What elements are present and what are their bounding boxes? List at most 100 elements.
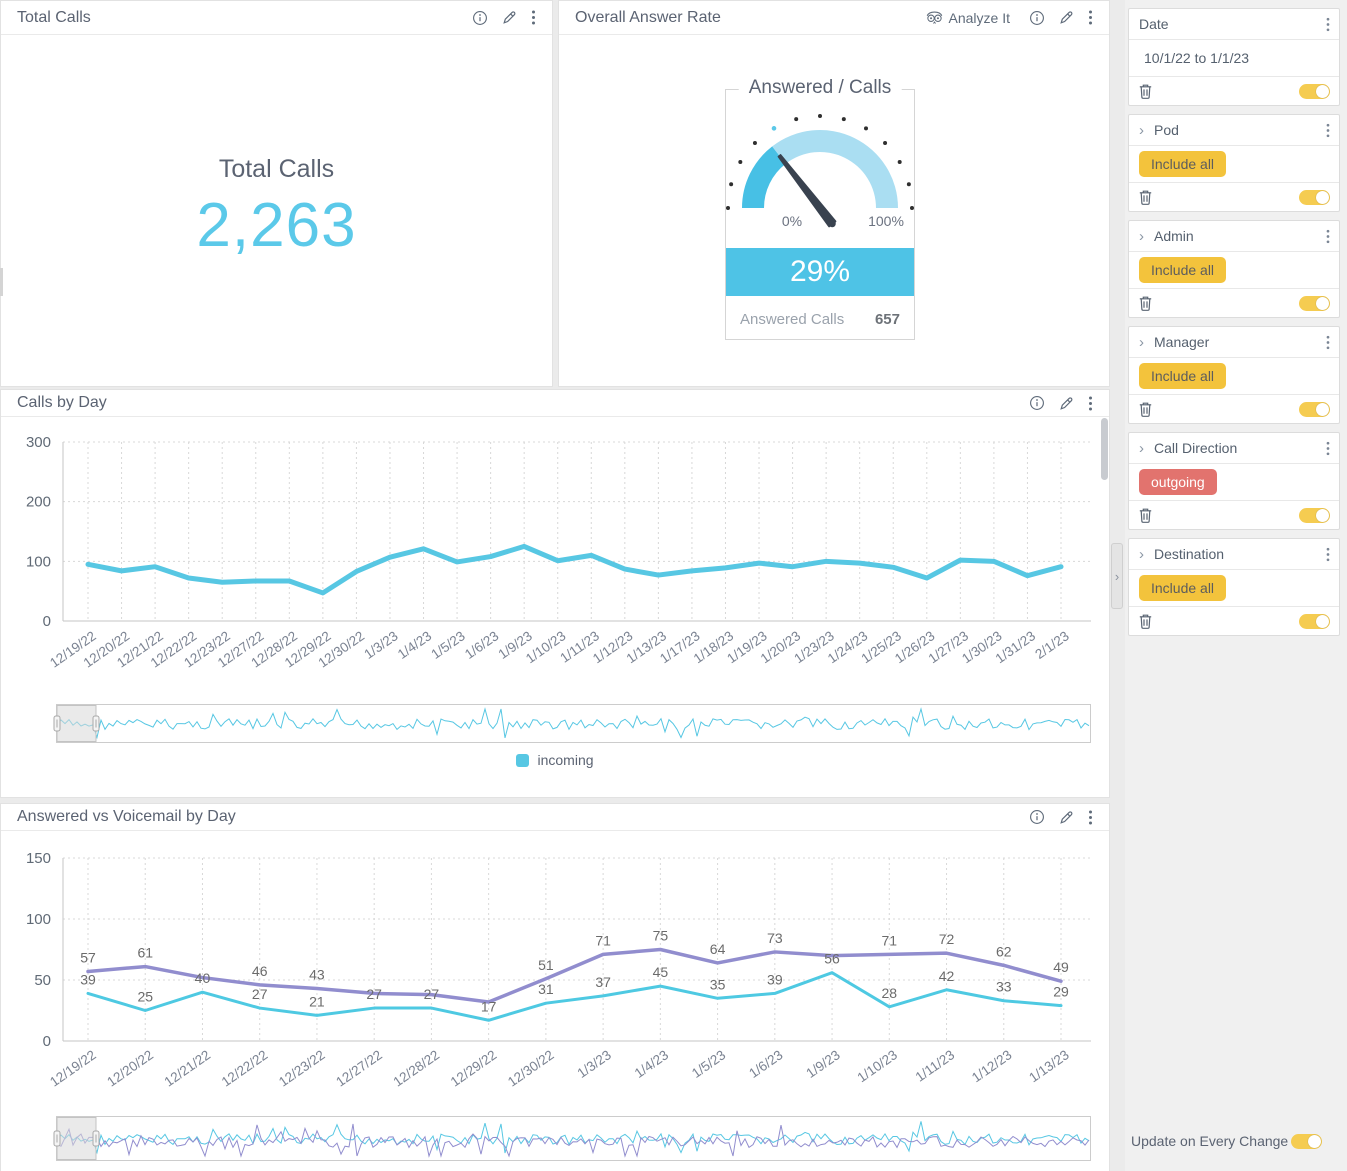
collapse-panel-handle[interactable]: › [1111, 543, 1123, 609]
svg-text:39: 39 [767, 971, 783, 987]
chevron-right-icon[interactable]: › [1139, 439, 1144, 457]
svg-text:12/22/22: 12/22/22 [219, 1047, 271, 1089]
incoming-line [85, 543, 1064, 596]
delete-filter-icon[interactable] [1138, 189, 1153, 205]
kebab-menu-icon[interactable] [1326, 441, 1330, 456]
svg-text:62: 62 [996, 943, 1012, 959]
widget-overall-answer-rate: Overall Answer Rate Analyze It Answered … [558, 0, 1110, 387]
svg-text:25: 25 [137, 989, 153, 1005]
chart-navigator[interactable] [53, 704, 1091, 743]
filter-chip-admin[interactable]: Include all [1139, 257, 1227, 283]
info-icon[interactable] [1029, 395, 1045, 411]
x-axis-labels: 12/19/2212/20/2212/21/2212/22/2212/23/22… [47, 628, 1072, 670]
gauge-footer: Answered Calls 657 [740, 311, 900, 328]
filter-toggle-call-direction[interactable] [1299, 507, 1330, 523]
svg-text:61: 61 [137, 945, 153, 961]
chevron-right-icon[interactable]: › [1139, 333, 1144, 351]
filter-value-date[interactable]: 10/1/22 to 1/1/23 [1129, 39, 1339, 77]
kpi-block: Total Calls 2,263 [1, 155, 552, 261]
widget-header: Calls by Day [1, 390, 1109, 417]
info-icon[interactable] [1029, 10, 1045, 26]
filter-card-header[interactable]: › Pod [1129, 115, 1339, 145]
filter-title-call-direction: Call Direction [1154, 440, 1238, 456]
svg-text:1/5/23: 1/5/23 [428, 628, 467, 662]
left-panel-handle[interactable] [0, 268, 3, 296]
info-icon[interactable] [1029, 809, 1045, 825]
navigator-series [56, 1123, 1090, 1158]
filter-card-pod: › Pod Include all [1128, 114, 1340, 212]
kebab-menu-icon[interactable] [531, 9, 536, 26]
svg-text:0: 0 [43, 1033, 51, 1050]
voicemail-data-labels: 57 61 46 43 51 71 75 64 73 71 72 62 49 [80, 928, 1069, 983]
navigator-handle-left[interactable] [53, 1130, 61, 1147]
filter-card-header[interactable]: › Call Direction [1129, 433, 1339, 463]
filter-title-pod: Pod [1154, 122, 1179, 138]
edit-pencil-icon[interactable] [1058, 395, 1075, 412]
scrollbar-thumb[interactable] [1101, 418, 1108, 480]
filter-toggle-manager[interactable] [1299, 401, 1330, 417]
filter-toggle-pod[interactable] [1299, 189, 1330, 205]
svg-text:57: 57 [80, 949, 96, 965]
svg-text:64: 64 [710, 941, 726, 957]
update-on-every-change-toggle[interactable] [1291, 1133, 1322, 1149]
filter-toggle-date[interactable] [1299, 83, 1330, 99]
navigator-handle-left[interactable] [53, 715, 61, 732]
gauge-tick-dots [726, 114, 914, 210]
kebab-menu-icon[interactable] [1326, 335, 1330, 350]
svg-text:73: 73 [767, 930, 783, 946]
filter-card-date: Date 10/1/22 to 1/1/23 [1128, 8, 1340, 106]
kpi-value: 2,263 [196, 191, 357, 260]
filter-card-manager: › Manager Include all [1128, 326, 1340, 424]
chevron-right-icon[interactable]: › [1139, 227, 1144, 245]
navigator-selection[interactable] [56, 705, 97, 742]
svg-text:1/12/23: 1/12/23 [969, 1047, 1015, 1085]
navigator-handle-right[interactable] [92, 715, 100, 732]
navigator-selection[interactable] [56, 1117, 97, 1160]
filter-chip-pod[interactable]: Include all [1139, 151, 1227, 177]
kebab-menu-icon[interactable] [1326, 547, 1330, 562]
edit-pencil-icon[interactable] [1058, 9, 1075, 26]
filter-card-call-direction: › Call Direction outgoing [1128, 432, 1340, 530]
filter-chip-call-direction[interactable]: outgoing [1139, 469, 1217, 495]
svg-text:1/5/23: 1/5/23 [689, 1047, 728, 1081]
chart-legend[interactable]: incoming [1, 752, 1109, 768]
svg-text:12/27/22: 12/27/22 [333, 1047, 385, 1089]
svg-text:37: 37 [595, 974, 611, 990]
analyze-it-button[interactable]: Analyze It [925, 10, 1010, 26]
filter-chip-manager[interactable]: Include all [1139, 363, 1227, 389]
delete-filter-icon[interactable] [1138, 83, 1153, 99]
edit-pencil-icon[interactable] [501, 9, 518, 26]
filter-toggle-admin[interactable] [1299, 295, 1330, 311]
filter-card-header[interactable]: › Admin [1129, 221, 1339, 251]
delete-filter-icon[interactable] [1138, 613, 1153, 629]
kebab-menu-icon[interactable] [1088, 9, 1093, 26]
filter-toggle-destination[interactable] [1299, 613, 1330, 629]
kebab-menu-icon[interactable] [1326, 229, 1330, 244]
filter-card-header[interactable]: › Destination [1129, 539, 1339, 569]
navigator-handle-right[interactable] [92, 1130, 100, 1147]
filter-card-header[interactable]: › Manager [1129, 327, 1339, 357]
chevron-right-icon[interactable]: › [1139, 545, 1144, 563]
filter-card-header[interactable]: Date [1129, 9, 1339, 39]
chart-navigator[interactable] [53, 1116, 1091, 1161]
edit-pencil-icon[interactable] [1058, 809, 1075, 826]
svg-text:1/11/23: 1/11/23 [913, 1047, 958, 1085]
delete-filter-icon[interactable] [1138, 295, 1153, 311]
answer-rate-gauge: 0% 100% [726, 114, 914, 229]
delete-filter-icon[interactable] [1138, 401, 1153, 417]
kebab-menu-icon[interactable] [1088, 395, 1093, 412]
filter-title-manager: Manager [1154, 334, 1210, 350]
svg-text:1/13/23: 1/13/23 [1026, 1047, 1072, 1085]
svg-text:200: 200 [26, 494, 51, 511]
kebab-menu-icon[interactable] [1326, 17, 1330, 32]
widget-total-calls: Total Calls Total Calls 2,263 [0, 0, 553, 387]
chevron-right-icon[interactable]: › [1139, 121, 1144, 139]
kebab-menu-icon[interactable] [1088, 809, 1093, 826]
info-icon[interactable] [472, 10, 488, 26]
svg-text:1/4/23: 1/4/23 [632, 1047, 671, 1081]
delete-filter-icon[interactable] [1138, 507, 1153, 523]
svg-text:27: 27 [252, 986, 268, 1002]
filter-chip-destination[interactable]: Include all [1139, 575, 1227, 601]
widget-answered-vs-voicemail: Answered vs Voicemail by Day 0 50 100 150 12… [0, 803, 1110, 1171]
kebab-menu-icon[interactable] [1326, 123, 1330, 138]
